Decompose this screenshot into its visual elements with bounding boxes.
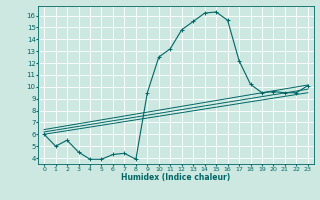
X-axis label: Humidex (Indice chaleur): Humidex (Indice chaleur)	[121, 173, 231, 182]
